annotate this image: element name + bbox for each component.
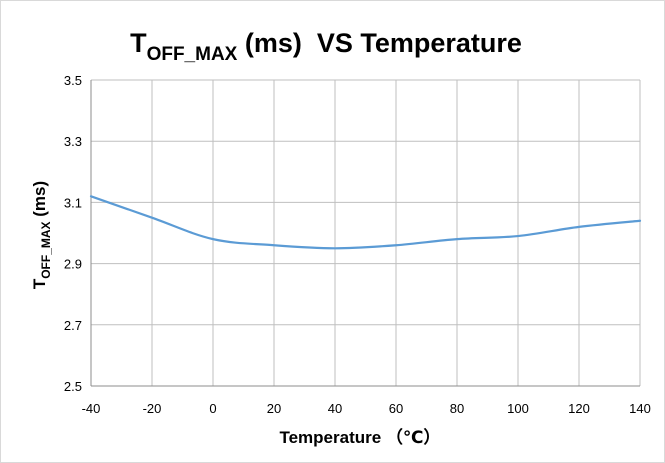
y-tick-label: 3.5 (64, 73, 82, 88)
x-tick-label: 100 (507, 401, 529, 416)
x-tick-label: -40 (82, 401, 101, 416)
x-tick-label: 80 (450, 401, 464, 416)
y-tick-label: 2.9 (64, 257, 82, 272)
x-tick-label: 120 (568, 401, 590, 416)
chart-title-rest: (ms) VS Temperature (237, 28, 522, 58)
y-axis-label-subscript: OFF_MAX (39, 221, 53, 278)
y-tick-label: 2.5 (64, 379, 82, 394)
x-tick-labels: -40 -20 0 20 40 60 80 100 120 140 (82, 401, 651, 416)
x-tick-label: 40 (328, 401, 342, 416)
x-tick-label: 20 (267, 401, 281, 416)
y-tick-label: 2.7 (64, 318, 82, 333)
chart-title: TOFF_MAX (ms) VS Temperature (130, 28, 522, 65)
x-tick-label: -20 (143, 401, 162, 416)
plot-area (90, 80, 640, 387)
series-group (89, 195, 642, 250)
y-axis-label: TOFF_MAX (ms) (30, 181, 53, 289)
series-line (89, 195, 642, 250)
x-tick-label: 60 (389, 401, 403, 416)
chart-title-main: T (130, 28, 147, 58)
y-tick-labels: 2.5 2.7 2.9 3.1 3.3 3.5 (64, 73, 82, 394)
y-tick-label: 3.1 (64, 195, 82, 210)
y-axis-label-rest: (ms) (30, 181, 49, 222)
chart-title-subscript: OFF_MAX (147, 44, 238, 65)
y-tick-label: 3.3 (64, 134, 82, 149)
y-axis-label-main: T (30, 278, 49, 289)
x-tick-label: 140 (629, 401, 651, 416)
x-tick-label: 0 (209, 401, 216, 416)
x-axis-label: Temperature （℃） (279, 427, 440, 447)
grid-lines (90, 79, 641, 387)
